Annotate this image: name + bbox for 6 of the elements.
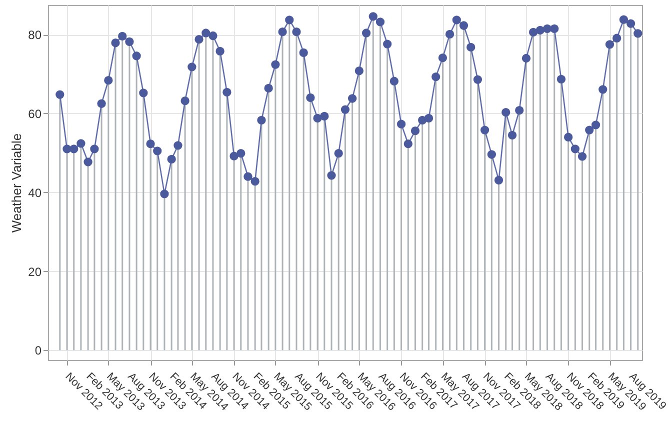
y-tick-label: 80 [28, 28, 42, 42]
y-tick-label: 60 [28, 106, 42, 121]
y-tick-label: 40 [28, 186, 42, 200]
y-tick-label: 0 [34, 344, 42, 358]
y-tick-label: 20 [28, 264, 42, 279]
y-axis-title: Weather Variable [9, 133, 24, 233]
